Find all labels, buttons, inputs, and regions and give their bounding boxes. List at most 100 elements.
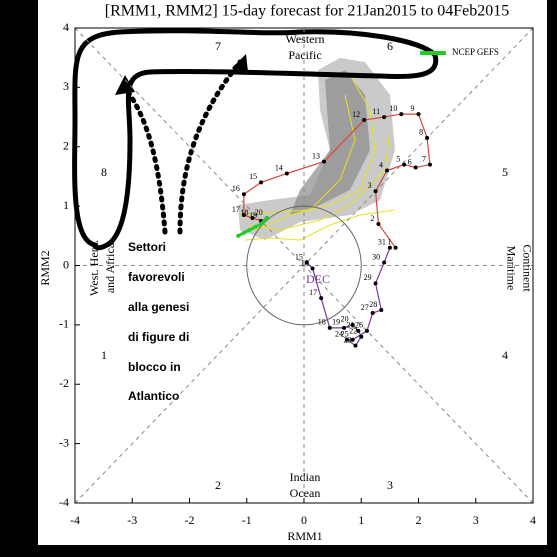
x-tick-label: -3 — [127, 513, 137, 527]
point-label: 15 — [295, 252, 303, 261]
x-tick-label: -2 — [185, 513, 195, 527]
point-label: 22 — [349, 327, 357, 336]
point-label: 20 — [255, 208, 263, 217]
point-label: 25 — [341, 330, 349, 339]
data-point — [364, 328, 369, 333]
y-axis-label: RMM2 — [38, 250, 52, 285]
data-point — [385, 168, 390, 173]
point-label: 28 — [369, 300, 377, 309]
phase-label: 4 — [502, 348, 508, 362]
region-label: West. Hem. — [87, 240, 101, 296]
phase-label: 5 — [502, 165, 508, 179]
phase-label: 8 — [101, 165, 107, 179]
region-label: Ocean — [290, 486, 321, 500]
data-point — [393, 245, 398, 250]
phase-label: 1 — [101, 348, 107, 362]
data-point — [382, 115, 387, 120]
point-label: 18 — [318, 318, 326, 327]
phase-label: 3 — [387, 478, 393, 492]
data-point — [264, 216, 269, 220]
y-tick-label: 1 — [63, 198, 69, 212]
data-point — [427, 162, 432, 167]
data-point — [373, 281, 378, 286]
guides — [74, 27, 534, 504]
arrow-head — [232, 54, 248, 72]
region-label: Maritime — [504, 246, 518, 291]
point-label: 3 — [368, 181, 372, 190]
data-point — [359, 334, 364, 339]
point-label: 21 — [346, 321, 354, 330]
data-point — [342, 325, 347, 330]
data-point — [241, 192, 246, 197]
point-label: 12 — [352, 110, 360, 119]
data-point — [310, 266, 315, 271]
x-tick-label: 3 — [473, 513, 479, 527]
data-point — [425, 135, 430, 140]
x-axis-label: RMM1 — [287, 529, 322, 543]
data-point — [241, 230, 246, 235]
data-point — [284, 171, 289, 176]
hand-drawn-arrows — [122, 59, 243, 235]
region-labels: Western Pacific Indian Ocean Maritime Co… — [87, 32, 535, 500]
annotation: Settori favorevoli alla genesi di figure… — [128, 240, 189, 403]
point-label: 29 — [364, 273, 372, 282]
point-label: 13 — [312, 151, 320, 160]
data-point — [373, 189, 378, 194]
point-label: 14 — [275, 163, 283, 172]
point-label: 27 — [361, 303, 369, 312]
point-label: 16 — [301, 258, 309, 267]
region-label: Continent — [520, 244, 534, 292]
hand-drawn-outline — [72, 28, 439, 251]
y-tick-label: 2 — [63, 139, 69, 153]
x-tick-label: -1 — [242, 513, 252, 527]
data-point — [327, 325, 332, 330]
y-tick-label: 4 — [63, 20, 69, 34]
data-point — [247, 227, 252, 232]
annotation-line: Settori — [128, 240, 166, 254]
region-label: Pacific — [288, 48, 321, 62]
point-label: 8 — [419, 128, 423, 137]
data-point — [304, 260, 309, 265]
data-point — [387, 245, 392, 250]
y-tick-label: -4 — [59, 495, 69, 509]
data-point — [370, 311, 375, 315]
region-label: and Africa — [103, 242, 117, 293]
point-label: 19 — [332, 318, 340, 327]
annotation-line: favorevoli — [128, 270, 185, 284]
data-point — [399, 112, 404, 117]
point-label: 15 — [249, 172, 257, 181]
spread-core — [290, 70, 370, 215]
y-tick-label: -1 — [59, 317, 69, 331]
point-label: 20 — [341, 315, 349, 324]
x-tick-label: 4 — [530, 513, 536, 527]
data-point — [356, 328, 361, 333]
data-point — [379, 308, 384, 313]
x-tick-label: 1 — [358, 513, 364, 527]
y-tick-label: -2 — [59, 376, 69, 390]
data-point — [236, 233, 241, 238]
data-point — [416, 112, 421, 117]
data-point — [344, 337, 349, 342]
phase-labels: 1 2 3 4 5 6 7 8 — [101, 39, 508, 492]
annotation-line: alla genesi — [128, 300, 189, 314]
data-point — [322, 159, 327, 164]
point-label: 17 — [232, 205, 240, 214]
region-label: Western — [285, 32, 324, 46]
x-tick-label: -4 — [70, 513, 80, 527]
point-label: 16 — [232, 184, 240, 193]
phase-divider — [74, 27, 534, 504]
point-label: 2 — [370, 214, 374, 223]
data-point — [259, 180, 264, 185]
data-point — [382, 260, 387, 265]
point-label: 6 — [408, 157, 412, 166]
unit-circle — [246, 205, 362, 326]
phase-label: 6 — [387, 39, 393, 53]
x-tick-label: 0 — [301, 513, 307, 527]
data-point — [376, 221, 381, 226]
data-point — [350, 322, 355, 327]
point-label: 17 — [309, 288, 317, 297]
month-label: DEC — [306, 272, 330, 286]
point-label: 19 — [249, 211, 257, 220]
annotation-line: di figure di — [128, 330, 189, 344]
